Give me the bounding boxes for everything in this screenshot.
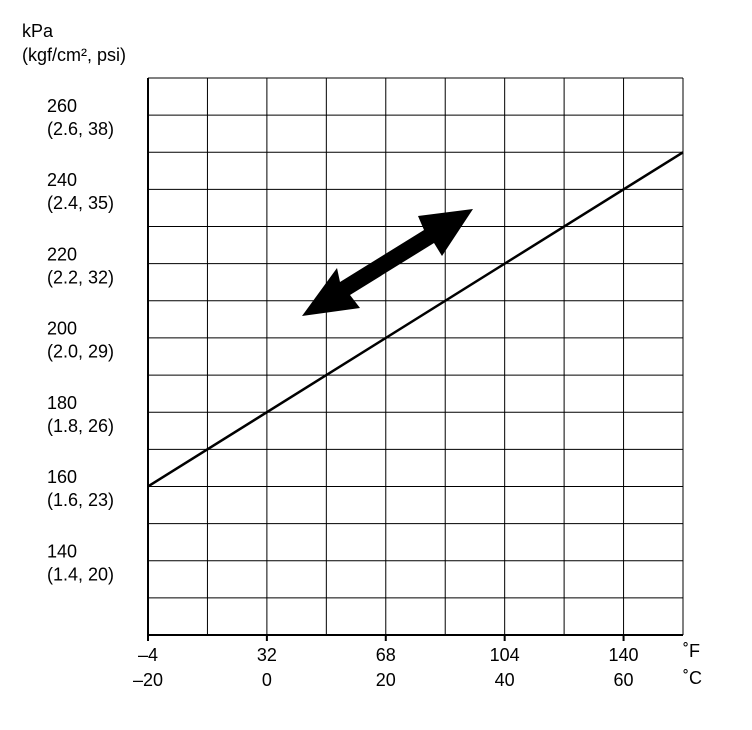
y-tick-secondary-label: (2.4, 35)	[47, 193, 114, 213]
line	[147, 151, 684, 488]
y-tick-secondary-label: (1.4, 20)	[47, 564, 114, 584]
y-tick-secondary-label: (1.8, 26)	[47, 416, 114, 436]
x-tick-label: 20	[376, 670, 396, 690]
y-tick-label: 220	[47, 244, 77, 264]
y-tick-secondary-label: (2.2, 32)	[47, 267, 114, 287]
y-tick-label: 160	[47, 467, 77, 487]
y-axis-label: kPa	[22, 21, 54, 41]
x-tick-secondary-label: 68	[376, 645, 396, 665]
x-tick-secondary-label: –4	[138, 645, 158, 665]
x-tick-label: 40	[495, 670, 515, 690]
x-unit-label: ˚C	[683, 668, 702, 688]
x-tick-label: 60	[614, 670, 634, 690]
x-tick-secondary-label: 104	[490, 645, 520, 665]
x-tick-secondary-label: 32	[257, 645, 277, 665]
x-unit-label: ˚F	[683, 641, 700, 661]
y-tick-secondary-label: (2.0, 29)	[47, 342, 114, 362]
y-tick-label: 240	[47, 170, 77, 190]
y-tick-secondary-label: (1.6, 23)	[47, 490, 114, 510]
y-axis-label: (kgf/cm², psi)	[22, 45, 126, 65]
y-tick-label: 140	[47, 541, 77, 561]
x-tick-secondary-label: 140	[609, 645, 639, 665]
y-tick-label: 200	[47, 319, 77, 339]
double-arrow	[302, 209, 473, 316]
y-tick-label: 180	[47, 393, 77, 413]
y-tick-secondary-label: (2.6, 38)	[47, 119, 114, 139]
x-tick-label: –20	[133, 670, 163, 690]
x-tick-label: 0	[262, 670, 272, 690]
y-tick-label: 260	[47, 96, 77, 116]
